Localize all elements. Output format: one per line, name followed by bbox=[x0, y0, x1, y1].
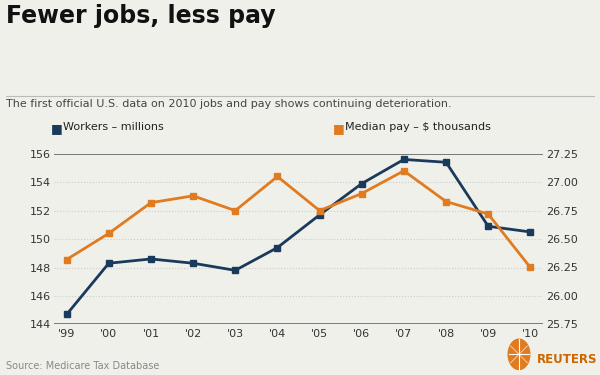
Text: Source: Medicare Tax Database: Source: Medicare Tax Database bbox=[6, 361, 160, 371]
Text: Median pay – $ thousands: Median pay – $ thousands bbox=[345, 122, 491, 132]
Text: ■: ■ bbox=[333, 122, 345, 135]
Text: The first official U.S. data on 2010 jobs and pay shows continuing deterioration: The first official U.S. data on 2010 job… bbox=[6, 99, 452, 109]
Text: ■: ■ bbox=[51, 122, 63, 135]
Text: REUTERS: REUTERS bbox=[537, 352, 598, 366]
Circle shape bbox=[508, 339, 530, 370]
Text: Workers – millions: Workers – millions bbox=[63, 122, 164, 132]
Text: Fewer jobs, less pay: Fewer jobs, less pay bbox=[6, 4, 275, 28]
